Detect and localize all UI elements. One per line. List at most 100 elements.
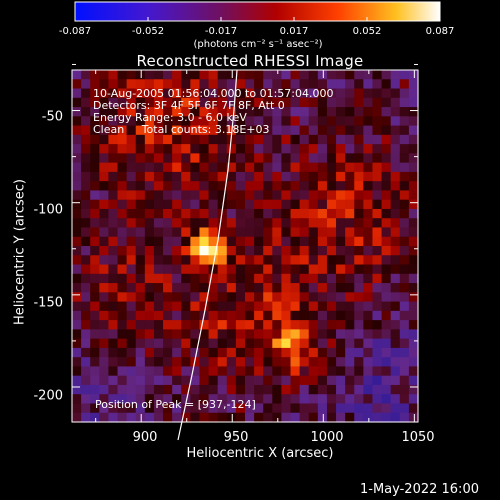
heatmap-cell (235, 338, 246, 349)
heatmap-cell (135, 403, 146, 414)
colorbar-tick-label: 0.017 (279, 26, 309, 37)
heatmap-cell (390, 375, 401, 386)
heatmap-cell (135, 97, 146, 108)
heatmap-cell (354, 227, 364, 238)
heatmap-cell (345, 125, 355, 136)
heatmap-cell (263, 347, 273, 358)
heatmap-cell (126, 227, 137, 238)
x-tick-label: 1000 (310, 430, 344, 445)
heatmap-cell (336, 394, 346, 405)
heatmap-cell (199, 70, 210, 80)
footer-date: 1-May-2022 16:00 (360, 482, 479, 497)
heatmap-cell (144, 357, 155, 368)
heatmap-cell (126, 88, 137, 99)
heatmap-cell (254, 264, 264, 275)
heatmap-cell (308, 246, 319, 256)
heatmap-cell (263, 301, 273, 312)
heatmap-cell (363, 181, 374, 192)
heatmap-cell (108, 329, 119, 340)
heatmap-cell (317, 218, 328, 229)
heatmap-cell (354, 144, 364, 154)
heatmap-cell (245, 144, 255, 154)
heatmap-cell (208, 107, 219, 117)
heatmap-cell (363, 208, 374, 219)
colorbar (74, 1, 441, 22)
heatmap-cell (226, 366, 237, 377)
heatmap-cell (345, 292, 355, 303)
heatmap-cell (72, 347, 82, 358)
heatmap-cell (190, 283, 201, 293)
heatmap-cell (90, 320, 100, 330)
heatmap-cell (390, 338, 401, 349)
heatmap-cell (308, 301, 319, 312)
heatmap-cell (208, 162, 219, 173)
heatmap-cell (226, 116, 237, 127)
heatmap-cell (263, 264, 273, 275)
heatmap-cell (281, 283, 292, 293)
heatmap-cell (290, 366, 301, 377)
heatmap-cell (245, 338, 255, 349)
heatmap-cell (72, 208, 82, 219)
heatmap-cell (363, 403, 374, 414)
heatmap-cell (163, 292, 173, 303)
heatmap-cell (281, 134, 292, 145)
heatmap-cell (172, 283, 182, 293)
heatmap-cell (326, 70, 337, 80)
heatmap-cell (245, 134, 255, 145)
heatmap-cell (99, 227, 110, 238)
heatmap-cell (181, 384, 191, 395)
heatmap-cell (290, 403, 301, 414)
heatmap-cell (263, 273, 273, 284)
heatmap-cell (117, 338, 128, 349)
heatmap-cell (172, 357, 182, 368)
heatmap-cell (272, 301, 283, 312)
heatmap-cell (336, 97, 346, 108)
heatmap-cell (381, 236, 392, 247)
heatmap-cell (381, 320, 392, 330)
heatmap-cell (190, 227, 201, 238)
heatmap-cell (235, 181, 246, 192)
heatmap-cell (290, 264, 301, 275)
heatmap-cell (126, 394, 137, 405)
heatmap-cell (217, 153, 228, 164)
heatmap-cell (281, 144, 292, 154)
heatmap-cell (90, 79, 100, 90)
heatmap-cell (408, 70, 419, 80)
heatmap-cell (72, 236, 82, 247)
heatmap-cell (235, 329, 246, 340)
heatmap-cell (372, 199, 383, 210)
heatmap-cell (363, 329, 374, 340)
heatmap-cell (363, 227, 374, 238)
heatmap-cell (272, 394, 283, 405)
heatmap-cell (135, 283, 146, 293)
heatmap-cell (263, 97, 273, 108)
heatmap-cell (126, 171, 137, 182)
heatmap-cell (408, 246, 419, 256)
heatmap-cell (117, 236, 128, 247)
heatmap-cell (408, 144, 419, 154)
heatmap-cell (235, 144, 246, 154)
heatmap-cell (153, 412, 164, 423)
heatmap-cell (354, 357, 364, 368)
heatmap-cell (144, 320, 155, 330)
heatmap-cell (299, 394, 310, 405)
heatmap-cell (281, 403, 292, 414)
heatmap-cell (390, 181, 401, 192)
heatmap-cell (290, 227, 301, 238)
heatmap-cell (272, 246, 283, 256)
heatmap-cell (336, 310, 346, 321)
heatmap-cell (99, 375, 110, 386)
heatmap-cell (126, 125, 137, 136)
heatmap-cell (245, 292, 255, 303)
heatmap-cell (72, 125, 82, 136)
heatmap-cell (208, 403, 219, 414)
heatmap-cell (172, 412, 182, 423)
heatmap-cell (135, 181, 146, 192)
heatmap-cell (181, 153, 191, 164)
heatmap-cell (254, 116, 264, 127)
heatmap-cell (336, 125, 346, 136)
heatmap-cell (90, 125, 100, 136)
heatmap-cell (172, 153, 182, 164)
heatmap-cell (144, 125, 155, 136)
heatmap-cell (181, 246, 191, 256)
